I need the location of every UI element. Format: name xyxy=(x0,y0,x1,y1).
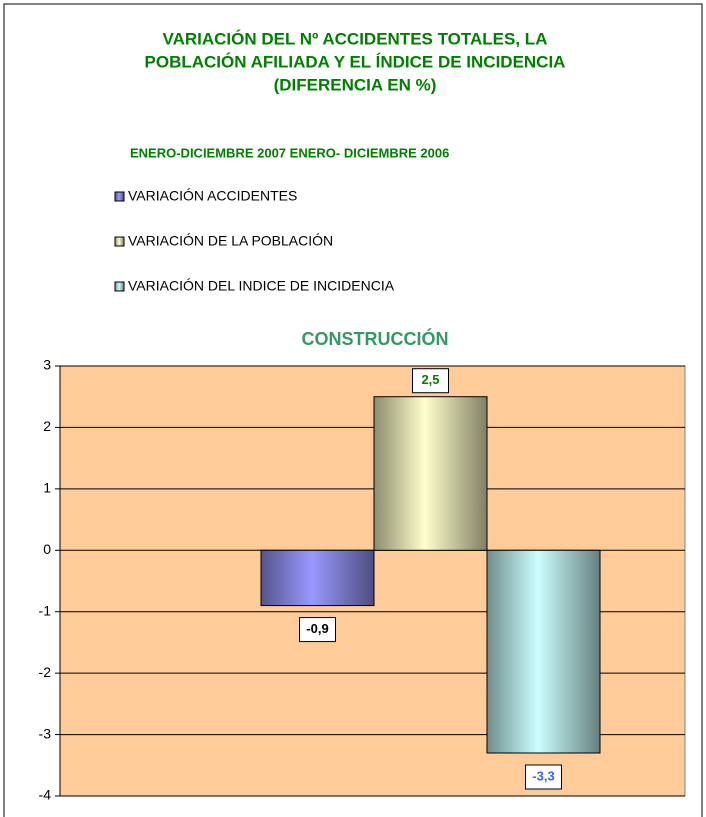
value-label: 2,5 xyxy=(421,372,439,387)
plot-title: CONSTRUCCIÓN xyxy=(302,328,449,349)
legend-swatch xyxy=(114,281,125,292)
y-tick-label: -4 xyxy=(39,787,52,803)
y-tick-label: -2 xyxy=(39,664,52,680)
y-tick-label: 0 xyxy=(43,541,51,557)
chart-title: VARIACIÓN DEL Nº ACCIDENTES TOTALES, LA xyxy=(163,29,548,48)
value-label: -3,3 xyxy=(532,768,554,783)
y-tick-label: 1 xyxy=(43,480,51,496)
y-tick-label: 3 xyxy=(43,357,51,373)
value-label-box xyxy=(299,617,336,643)
value-label: -0,9 xyxy=(306,621,328,636)
bar xyxy=(373,396,488,551)
legend-swatch xyxy=(114,236,125,247)
y-tick-label: 2 xyxy=(43,418,51,434)
y-tick-label: -3 xyxy=(39,725,52,741)
bar xyxy=(260,549,375,607)
legend-label: VARIACIÓN DEL INDICE DE INCIDENCIA xyxy=(128,278,395,294)
value-label-box xyxy=(412,368,449,394)
legend-label: VARIACIÓN DE LA POBLACIÓN xyxy=(128,233,333,249)
frame xyxy=(3,3,703,817)
chart-title: (DIFERENCIA EN %) xyxy=(274,75,437,94)
value-label-box xyxy=(525,764,562,790)
chart-title: POBLACIÓN AFILIADA Y EL ÍNDICE DE INCIDE… xyxy=(145,52,566,71)
legend-label: VARIACIÓN ACCIDENTES xyxy=(128,188,297,204)
legend-swatch xyxy=(114,191,125,202)
bar xyxy=(486,549,601,754)
subtitle: ENERO-DICIEMBRE 2007 ENERO- DICIEMBRE 20… xyxy=(130,145,449,160)
y-tick-label: -1 xyxy=(39,602,52,618)
